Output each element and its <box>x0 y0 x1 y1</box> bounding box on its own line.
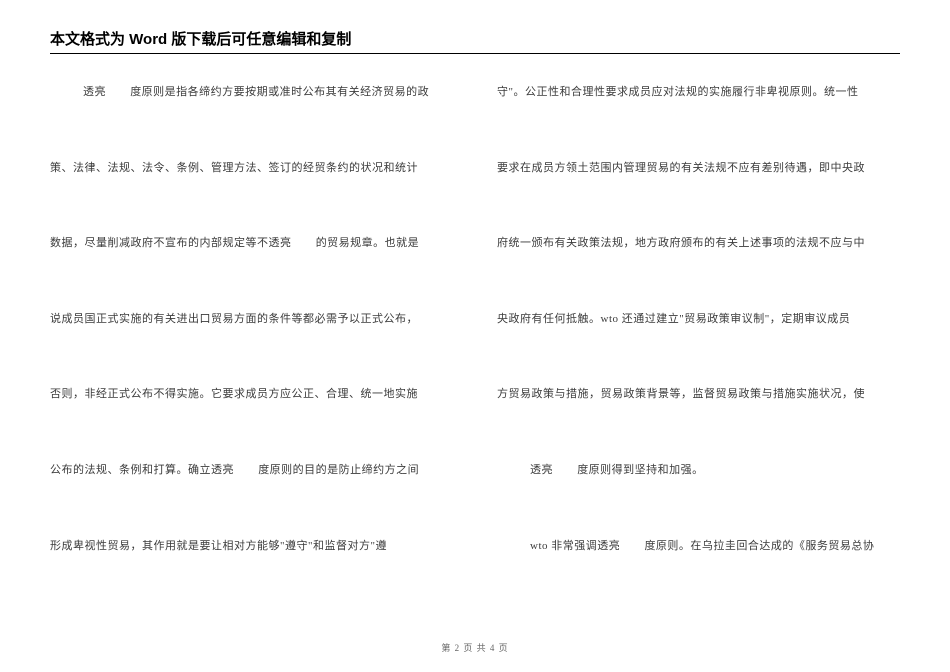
right-column: 守"。公正性和合理性要求成员应对法规的实施履行非卑视原则。统一性 要求在成员方领… <box>497 84 900 613</box>
text-segment: wto 非常强调透亮 <box>530 540 620 552</box>
text-segment: 度原则。在乌拉圭回合达成的《服务贸易总协 <box>644 540 874 552</box>
page-title: 本文格式为 Word 版下载后可任意编辑和复制 <box>50 28 900 54</box>
right-p2: 要求在成员方领土范围内管理贸易的有关法规不应有差别待遇，即中央政 <box>497 160 900 178</box>
left-p4: 说成员国正式实施的有关进出口贸易方面的条件等都必需予以正式公布， <box>50 311 453 329</box>
right-p5: 方贸易政策与措施，贸易政策背景等，监督贸易政策与措施实施状况，使 <box>497 386 900 404</box>
left-p5: 否则，非经正式公布不得实施。它要求成员方应公正、合理、统一地实施 <box>50 386 453 404</box>
text-segment: 数据，尽量削减政府不宣布的内部规定等不透亮 <box>50 237 292 249</box>
left-p2: 策、法律、法规、法令、条例、管理方法、签订的经贸条约的状况和统计 <box>50 160 453 178</box>
left-p7: 形成卑视性贸易，其作用就是要让相对方能够"遵守"和监督对方"遵 <box>50 538 453 556</box>
left-p3: 数据，尽量削减政府不宣布的内部规定等不透亮 的贸易规章。也就是 <box>50 235 453 253</box>
right-p6: 透亮 度原则得到坚持和加强。 <box>497 462 900 480</box>
right-p7: wto 非常强调透亮 度原则。在乌拉圭回合达成的《服务贸易总协 <box>497 538 900 556</box>
two-column-layout: 透亮 度原则是指各缔约方要按期或准时公布其有关经济贸易的政 策、法律、法规、法令、… <box>50 84 900 613</box>
right-p1: 守"。公正性和合理性要求成员应对法规的实施履行非卑视原则。统一性 <box>497 84 900 102</box>
left-p1: 透亮 度原则是指各缔约方要按期或准时公布其有关经济贸易的政 <box>50 84 453 102</box>
text-segment: 度原则是指各缔约方要按期或准时公布其有关经济贸易的政 <box>130 86 429 98</box>
left-p6: 公布的法规、条例和打算。确立透亮 度原则的目的是防止缔约方之间 <box>50 462 453 480</box>
right-p4: 央政府有任何抵触。wto 还通过建立"贸易政策审议制"，定期审议成员 <box>497 311 900 329</box>
page-footer: 第 2 页 共 4 页 <box>0 641 950 654</box>
left-column: 透亮 度原则是指各缔约方要按期或准时公布其有关经济贸易的政 策、法律、法规、法令、… <box>50 84 453 613</box>
text-segment: 透亮 <box>83 86 106 98</box>
right-p3: 府统一颁布有关政策法规，地方政府颁布的有关上述事项的法规不应与中 <box>497 235 900 253</box>
text-segment: 度原则得到坚持和加强。 <box>577 464 704 476</box>
text-segment: 的贸易规章。也就是 <box>316 237 420 249</box>
page-container: 本文格式为 Word 版下载后可任意编辑和复制 透亮 度原则是指各缔约方要按期或准… <box>0 0 950 613</box>
text-segment: 公布的法规、条例和打算。确立透亮 <box>50 464 234 476</box>
text-segment: 透亮 <box>530 464 553 476</box>
text-segment: 度原则的目的是防止缔约方之间 <box>258 464 419 476</box>
